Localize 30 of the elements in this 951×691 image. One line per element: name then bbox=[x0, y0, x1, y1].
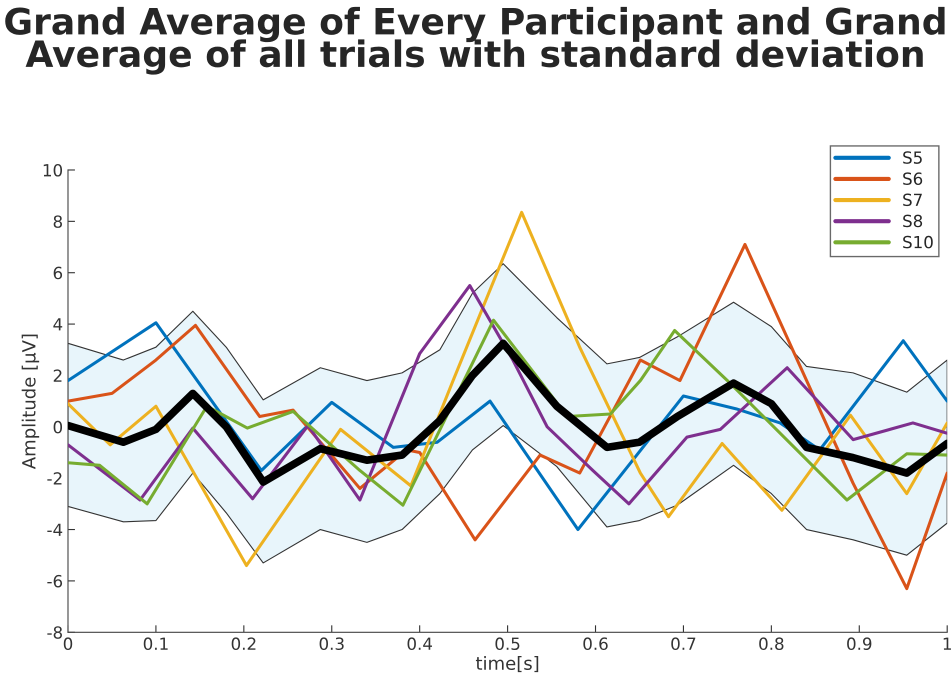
legend-label: S6 bbox=[903, 172, 922, 185]
x-tick-label: 1 bbox=[944, 638, 951, 650]
x-tick-label: 0.1 bbox=[144, 637, 168, 650]
y-tick-label: -2 bbox=[47, 472, 62, 485]
legend-label: S10 bbox=[903, 236, 933, 248]
y-tick-label: -8 bbox=[47, 626, 62, 639]
y-tick-label: -4 bbox=[47, 524, 62, 536]
y-tick-label: 8 bbox=[54, 215, 62, 228]
x-tick-label: 0 bbox=[64, 637, 72, 650]
x-tick-label: 0.8 bbox=[759, 637, 784, 650]
line-series bbox=[68, 284, 948, 506]
x-tick-label: 0.9 bbox=[847, 637, 872, 650]
chart-title: Grand Average of Every Participant and Grand Average of all trials with standard deviation bbox=[5, 6, 945, 75]
legend-label: S8 bbox=[903, 214, 922, 228]
y-tick-label: 10 bbox=[44, 164, 62, 177]
x-tick-label: 0.7 bbox=[671, 637, 696, 650]
y-tick-label: 0 bbox=[54, 420, 62, 434]
y-tick-label: 4 bbox=[53, 318, 62, 330]
x-tick-label: 0.4 bbox=[408, 637, 432, 650]
y-tick-label: 2 bbox=[54, 369, 62, 382]
legend-label: S7 bbox=[903, 194, 922, 206]
x-tick-label: 0.2 bbox=[232, 637, 256, 650]
x-tick-label: 0.6 bbox=[583, 637, 608, 650]
y-axis-title: Amplitude [μV] bbox=[22, 334, 40, 470]
y-tick-label: -6 bbox=[47, 574, 62, 588]
x-axis-title: time[s] bbox=[476, 656, 538, 672]
legend-label: S5 bbox=[903, 151, 922, 164]
y-tick-label: 6 bbox=[54, 266, 62, 280]
x-tick-label: 0.5 bbox=[495, 637, 520, 650]
x-tick-label: 0.3 bbox=[320, 637, 344, 650]
